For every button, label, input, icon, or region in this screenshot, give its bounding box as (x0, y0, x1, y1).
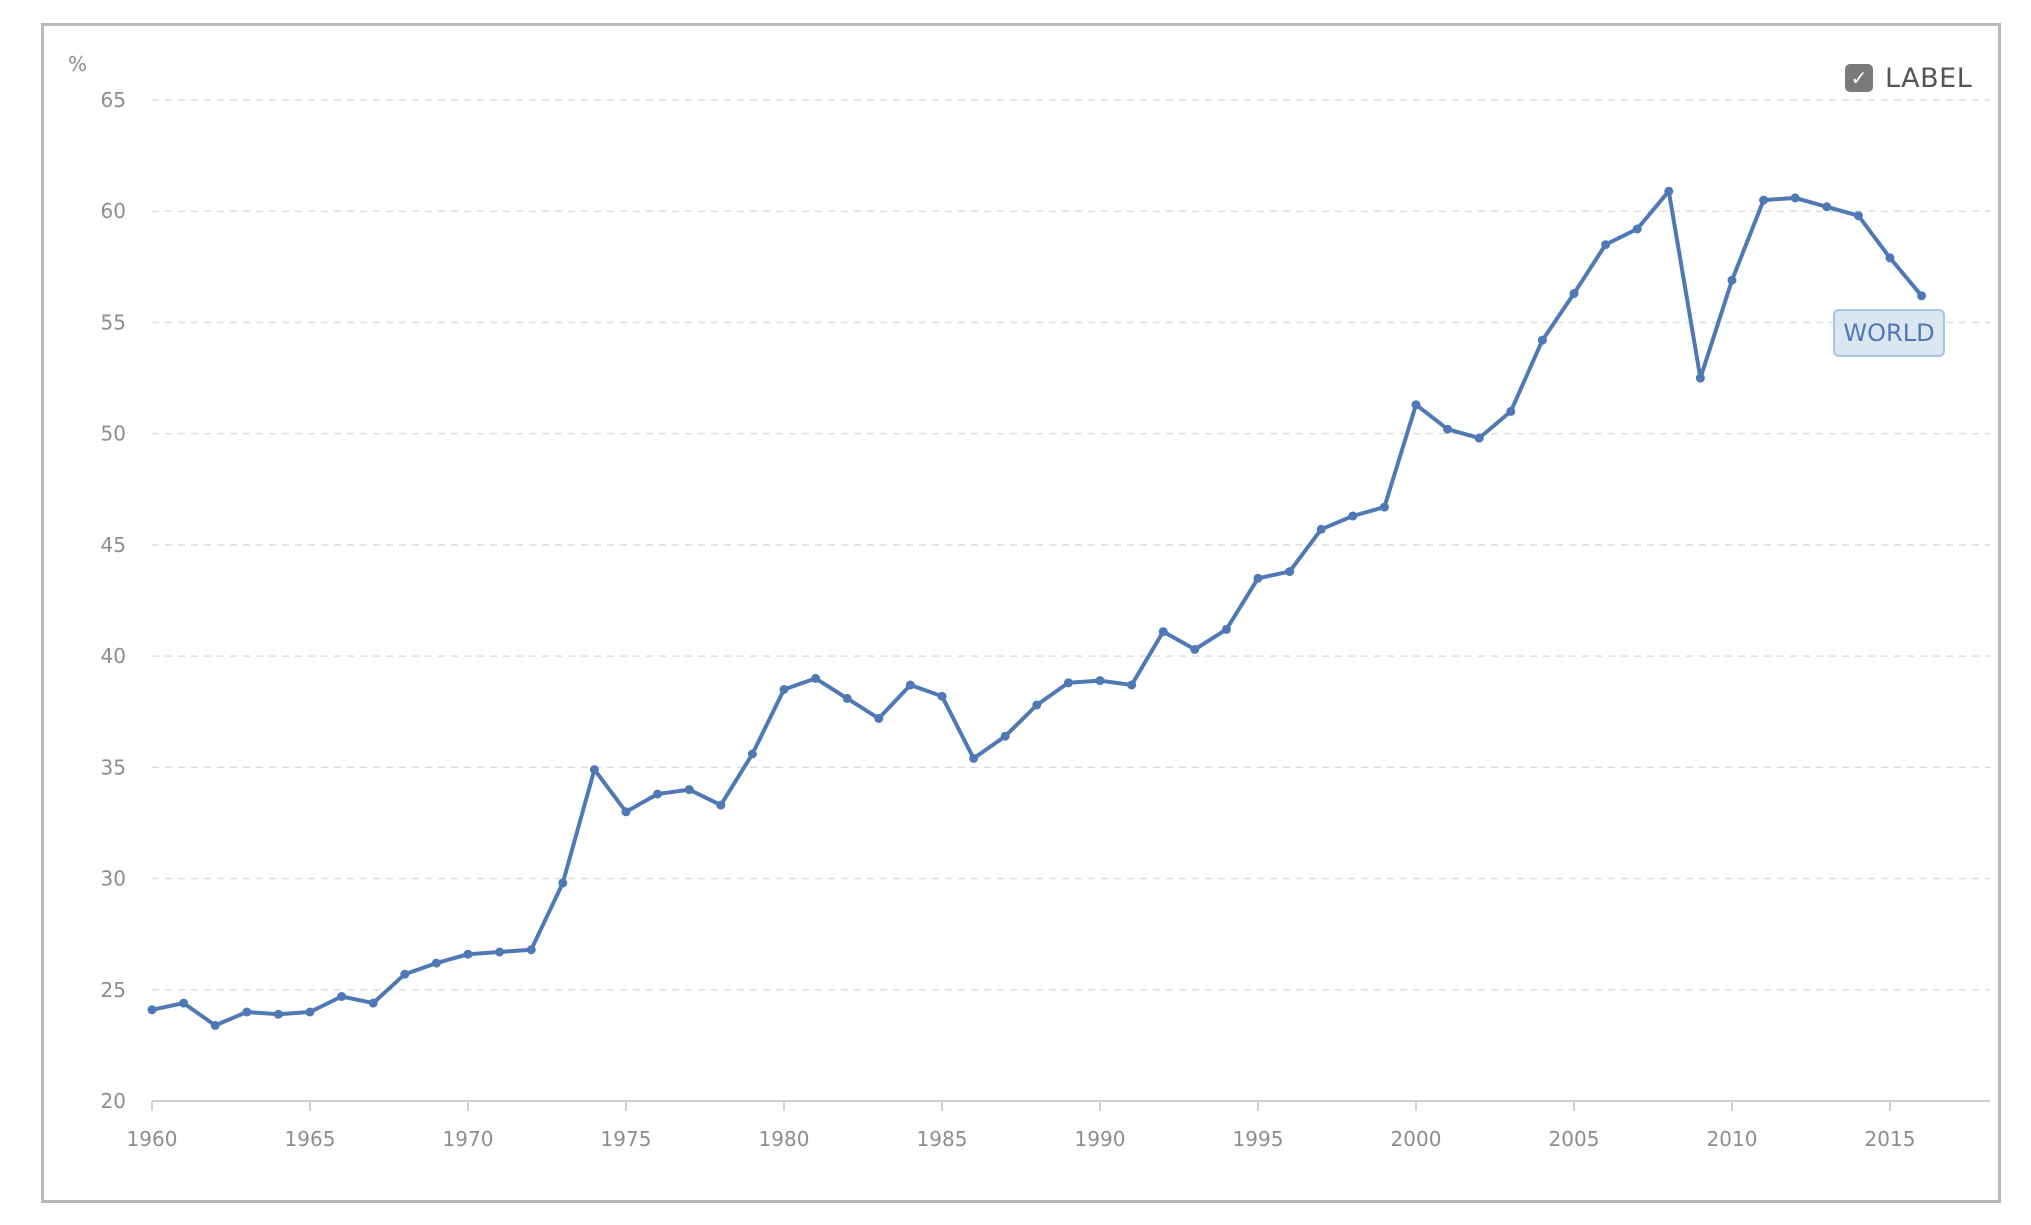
data-point (495, 947, 505, 957)
x-tick-label: 1995 (1233, 1127, 1284, 1151)
x-tick-label: 1960 (127, 1127, 178, 1151)
data-point (1348, 511, 1358, 521)
data-point (937, 691, 947, 701)
data-point (653, 789, 663, 799)
data-point (337, 992, 347, 1001)
data-point (747, 749, 757, 759)
checkmark-icon[interactable]: ✓ (1845, 64, 1873, 92)
data-point (1000, 731, 1010, 741)
data-point (1316, 524, 1326, 534)
x-axis (151, 1100, 1990, 1111)
data-point (1032, 700, 1042, 710)
data-point (305, 1007, 315, 1017)
series-world[interactable] (147, 186, 1927, 1030)
gridlines (152, 99, 1990, 991)
x-tick-label: 1965 (285, 1127, 336, 1151)
data-point (811, 673, 821, 683)
y-tick-label: 25 (101, 978, 126, 1002)
data-point (1127, 680, 1137, 690)
data-point (1253, 573, 1263, 583)
data-point (1411, 400, 1421, 410)
data-point (1190, 644, 1200, 654)
y-tick-label: 65 (101, 88, 126, 112)
data-point (147, 1005, 157, 1015)
series-line (150, 189, 1924, 1028)
data-point (779, 685, 789, 694)
x-tick-label: 2000 (1391, 1127, 1442, 1151)
data-point (874, 713, 884, 723)
x-tick-label: 1985 (917, 1127, 968, 1151)
data-point (842, 693, 852, 703)
y-tick-label: 30 (101, 867, 126, 891)
data-point (1095, 676, 1105, 686)
x-tick-label: 1980 (759, 1127, 810, 1151)
data-point (368, 998, 378, 1008)
x-tick-label: 1975 (601, 1127, 652, 1151)
x-tick-label: 1990 (1075, 1127, 1126, 1151)
y-axis-unit-label: % (68, 52, 87, 76)
data-point (969, 753, 979, 763)
x-tick-label: 2005 (1549, 1127, 1600, 1151)
data-point (1506, 406, 1516, 416)
y-tick-label: 50 (101, 422, 126, 446)
data-point (431, 958, 441, 968)
data-point (179, 998, 189, 1008)
label-toggle[interactable]: ✓ LABEL (1845, 60, 1972, 96)
x-axis-tick-labels: 1960 1965 1970 1975 1980 1985 1990 1995 2000 2005… (127, 1127, 1916, 1151)
data-point (1917, 291, 1927, 301)
y-tick-label: 20 (101, 1089, 126, 1113)
y-axis-tick-labels: 20 25 30 35 40 45 50 55 60 65 (101, 88, 126, 1113)
x-tick-label: 1970 (443, 1127, 494, 1151)
label-toggle-text: LABEL (1885, 62, 1973, 94)
data-point (1474, 433, 1484, 443)
series-label-world[interactable]: WORLD (1833, 309, 1945, 357)
y-tick-label: 60 (101, 199, 126, 223)
data-point (1664, 186, 1674, 196)
data-point (1790, 193, 1800, 203)
data-point (400, 969, 410, 979)
data-point (1158, 627, 1168, 637)
data-point (210, 1020, 220, 1030)
data-point (1285, 567, 1295, 577)
data-point (1759, 195, 1769, 205)
data-point (589, 765, 599, 775)
x-tick-label: 2015 (1865, 1127, 1916, 1151)
data-point (1443, 424, 1453, 434)
y-tick-label: 40 (101, 644, 126, 668)
data-point (1695, 373, 1705, 383)
data-point (1853, 211, 1863, 221)
data-point (463, 949, 473, 959)
data-point (242, 1007, 252, 1017)
data-point (1221, 624, 1231, 634)
data-point (716, 800, 726, 810)
data-point (273, 1009, 283, 1019)
y-tick-label: 45 (101, 533, 126, 557)
data-point (1727, 275, 1737, 285)
data-point (1601, 240, 1611, 250)
data-point (558, 878, 568, 888)
data-point (1569, 289, 1579, 298)
data-point (684, 785, 694, 795)
data-point (1885, 253, 1895, 263)
data-point (1063, 678, 1073, 688)
y-tick-label: 55 (101, 310, 126, 334)
data-point (1822, 202, 1832, 212)
x-tick-label: 2010 (1707, 1127, 1758, 1151)
data-point (905, 680, 915, 690)
y-tick-label: 35 (101, 755, 126, 779)
data-point (1632, 224, 1642, 234)
data-point (621, 807, 631, 817)
data-point (1379, 502, 1389, 512)
data-point (1537, 335, 1547, 345)
data-point (526, 945, 536, 955)
